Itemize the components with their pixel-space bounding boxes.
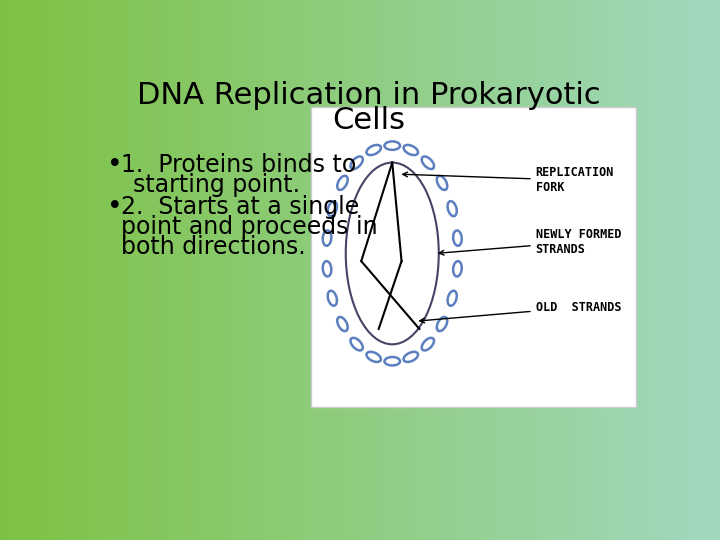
Text: Cells: Cells [333, 106, 405, 135]
FancyBboxPatch shape [311, 107, 636, 408]
Ellipse shape [337, 176, 348, 190]
Ellipse shape [453, 231, 462, 246]
Text: starting point.: starting point. [133, 173, 300, 197]
Ellipse shape [328, 201, 337, 216]
Ellipse shape [404, 145, 418, 155]
Ellipse shape [453, 261, 462, 276]
Text: 2.  Starts at a single: 2. Starts at a single [121, 195, 359, 219]
Ellipse shape [437, 317, 447, 331]
Text: •: • [107, 194, 122, 220]
Ellipse shape [323, 231, 331, 246]
Ellipse shape [422, 338, 434, 350]
Text: •: • [107, 152, 122, 178]
Text: 1.  Proteins binds to: 1. Proteins binds to [121, 153, 356, 177]
Text: both directions.: both directions. [121, 235, 305, 259]
Ellipse shape [384, 357, 400, 366]
Ellipse shape [448, 201, 456, 216]
Ellipse shape [351, 338, 363, 350]
Ellipse shape [351, 157, 363, 169]
Text: NEWLY FORMED
STRANDS: NEWLY FORMED STRANDS [439, 228, 621, 256]
Ellipse shape [422, 157, 434, 169]
Ellipse shape [337, 317, 348, 331]
Text: point and proceeds in: point and proceeds in [121, 215, 377, 239]
Ellipse shape [404, 352, 418, 362]
Text: OLD  STRANDS: OLD STRANDS [420, 301, 621, 323]
Ellipse shape [323, 261, 331, 276]
Ellipse shape [437, 176, 447, 190]
Text: DNA Replication in Prokaryotic: DNA Replication in Prokaryotic [138, 81, 600, 110]
Ellipse shape [366, 145, 381, 155]
Ellipse shape [448, 291, 456, 306]
Text: REPLICATION
FORK: REPLICATION FORK [402, 166, 614, 194]
Ellipse shape [384, 141, 400, 150]
Ellipse shape [328, 291, 337, 306]
Ellipse shape [366, 352, 381, 362]
